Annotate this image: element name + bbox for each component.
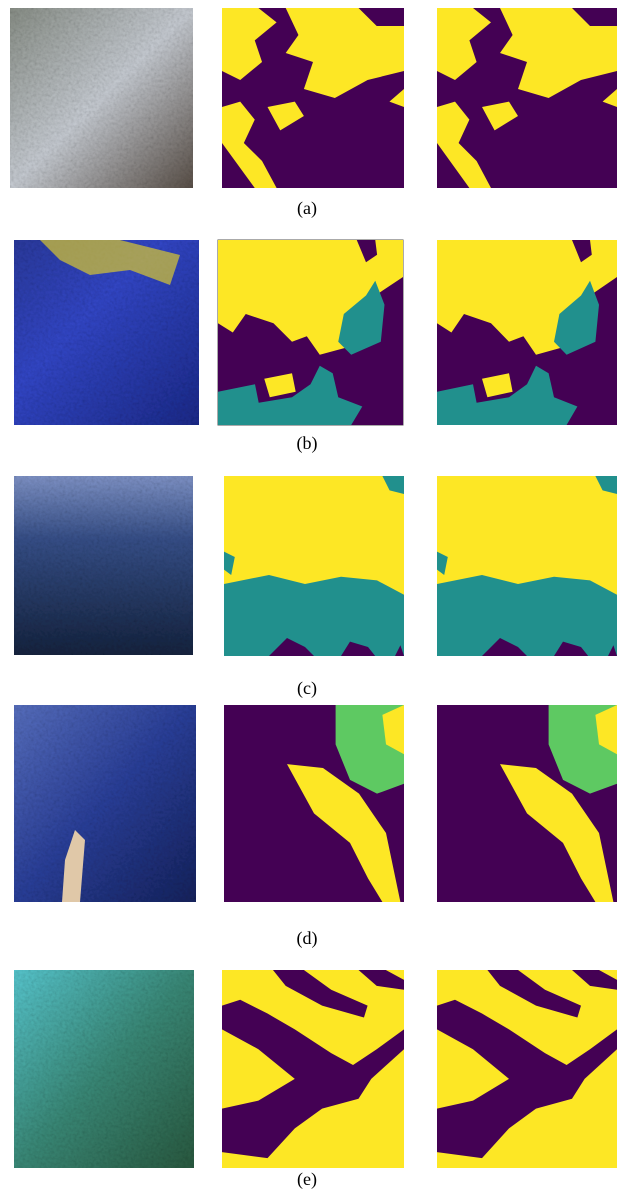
caption: (a) — [297, 198, 317, 219]
mask — [437, 476, 617, 656]
figure: (a) (b) (c) (d) (e) — [0, 0, 617, 1194]
mask — [437, 8, 617, 188]
mask — [218, 240, 403, 425]
caption: (e) — [297, 1169, 317, 1190]
photo — [14, 705, 196, 902]
caption: (c) — [297, 678, 317, 699]
mask — [437, 240, 617, 425]
row-c: (c) — [14, 476, 617, 699]
mask — [437, 970, 617, 1168]
mask — [222, 970, 404, 1168]
caption: (d) — [297, 928, 318, 949]
caption: (b) — [297, 433, 318, 454]
mask — [224, 705, 404, 902]
mask — [222, 8, 404, 188]
row-d: (d) — [14, 705, 617, 949]
mask — [224, 476, 404, 656]
row-e: (e) — [14, 970, 617, 1190]
photo — [10, 8, 193, 188]
photo — [14, 970, 194, 1168]
row-a: (a) — [10, 8, 617, 219]
photo — [14, 476, 193, 655]
mask — [437, 705, 617, 902]
row-b: (b) — [14, 240, 617, 454]
